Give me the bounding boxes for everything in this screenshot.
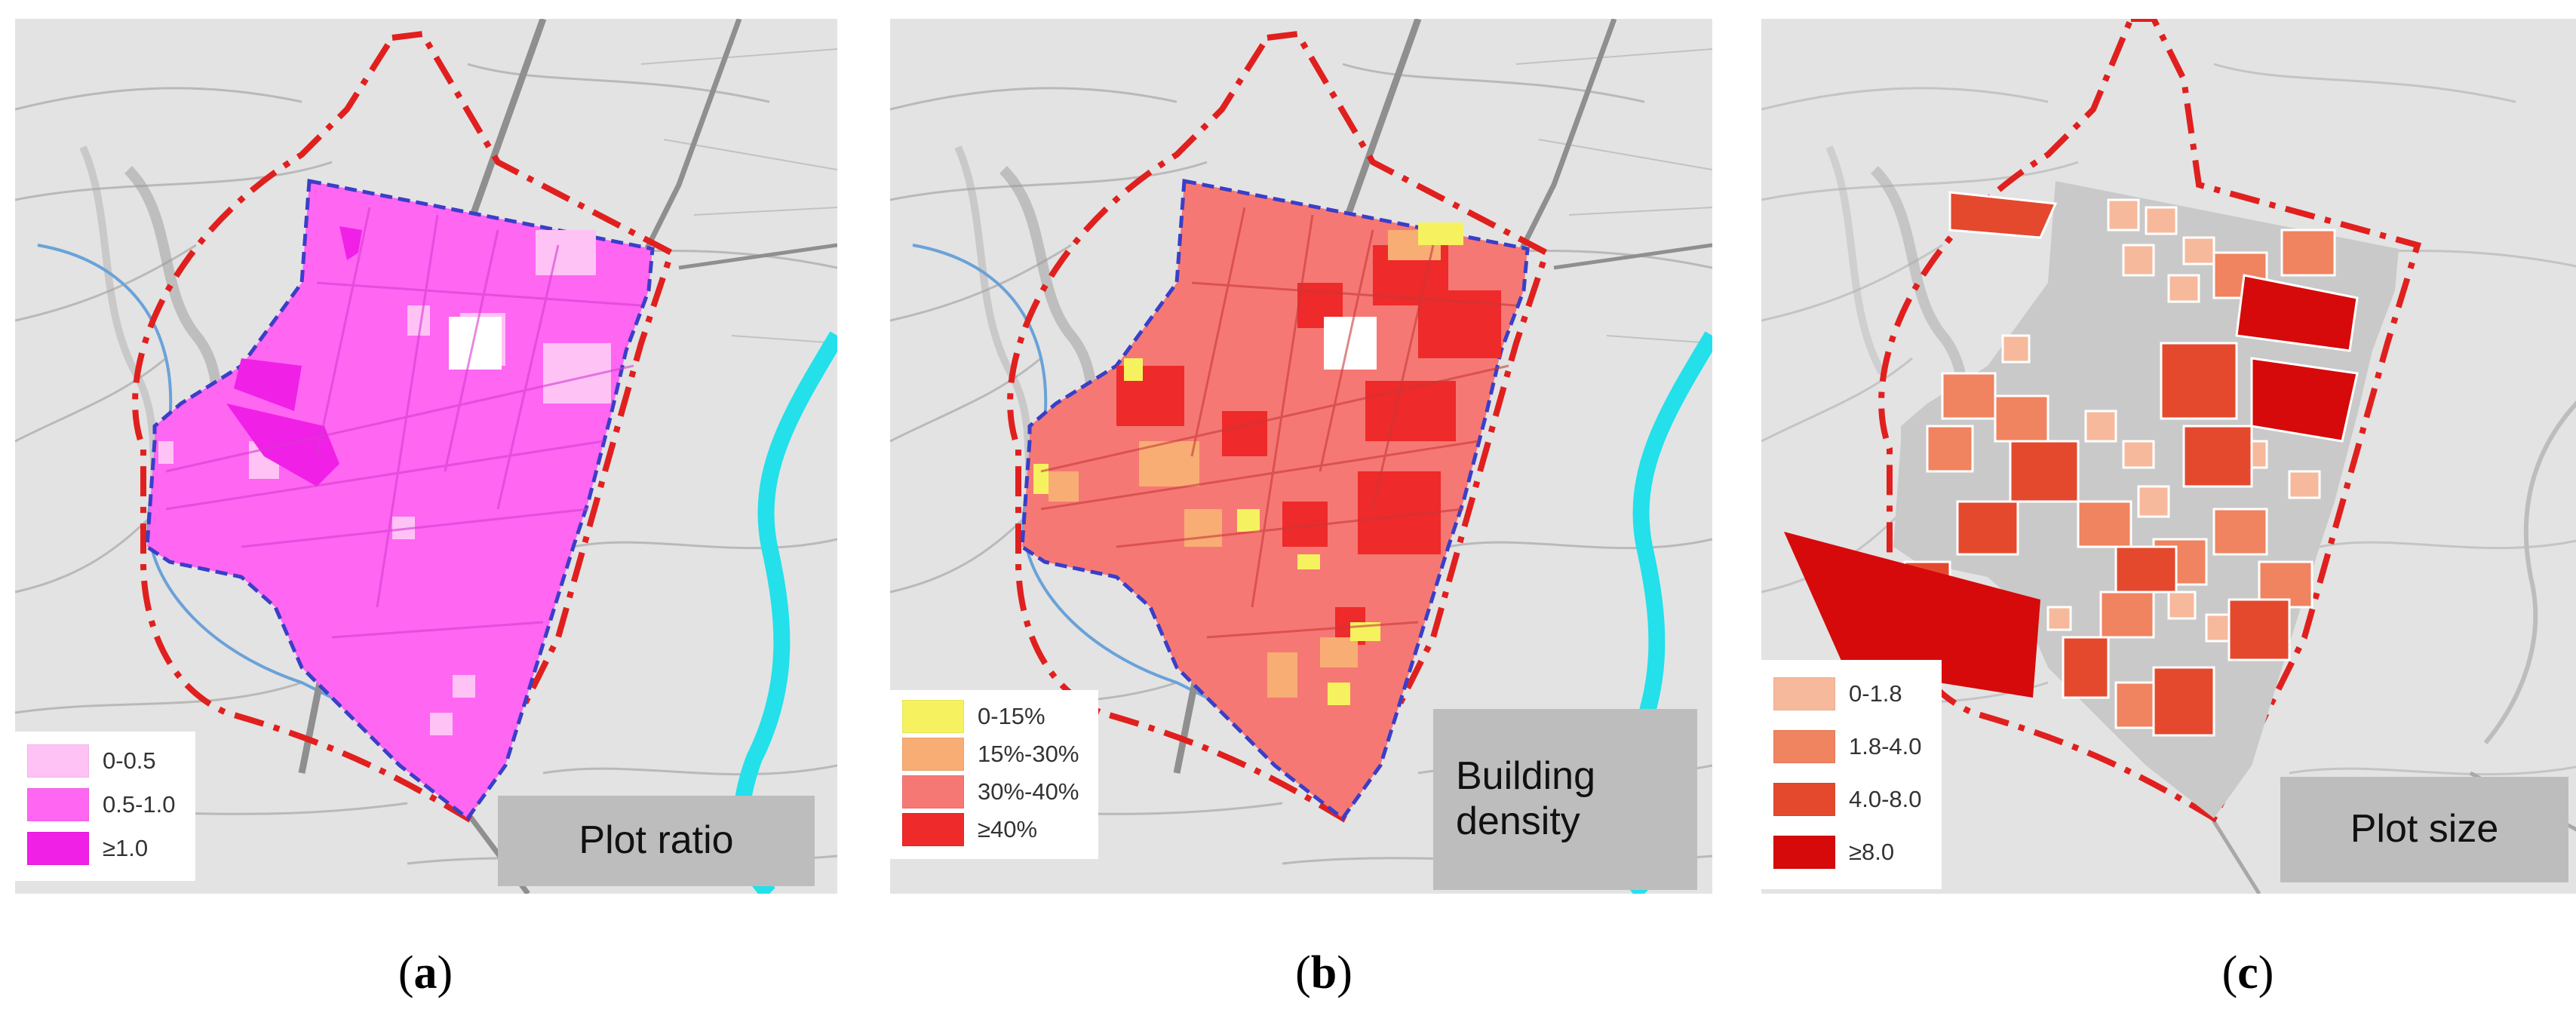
map-title-text: Plot ratio: [579, 818, 734, 863]
legend-label: 0-1.8: [1849, 680, 1902, 707]
legend-swatch: [902, 775, 964, 808]
map-title-line: density: [1456, 799, 1580, 843]
legend-swatch: [902, 738, 964, 771]
plot-parcels: [1784, 181, 2399, 818]
legend-label: ≥40%: [978, 816, 1038, 842]
legend-item: 0-1.8: [1773, 667, 1922, 720]
legend-item: 0.5-1.0: [27, 783, 176, 827]
legend-item: 30%-40%: [902, 773, 1079, 811]
legend-item: 4.0-8.0: [1773, 773, 1922, 826]
building-density-map: [890, 19, 1712, 894]
map-panel-b: 0-15% 15%-30% 30%-40% ≥40% Building dens…: [890, 19, 1712, 894]
legend: 0-0.5 0.5-1.0 ≥1.0: [15, 732, 195, 881]
map-title-line: Building: [1456, 754, 1596, 799]
legend-item: ≥40%: [902, 811, 1079, 848]
legend-swatch: [902, 813, 964, 846]
caption-a: (a): [398, 947, 453, 999]
legend-swatch: [27, 832, 89, 865]
caption-b: (b): [1295, 947, 1352, 999]
map-title-text: Plot size: [2350, 807, 2499, 851]
legend-swatch: [902, 700, 964, 733]
legend: 0-1.8 1.8-4.0 4.0-8.0 ≥8.0: [1761, 660, 1942, 889]
map-title: Plot size: [2280, 777, 2568, 882]
legend-swatch: [27, 788, 89, 821]
map-panel-c: 0-1.8 1.8-4.0 4.0-8.0 ≥8.0 Plot size: [1761, 19, 2576, 894]
outer-boundary: [132, 30, 675, 823]
legend-item: 0-15%: [902, 698, 1079, 735]
legend-label: 4.0-8.0: [1849, 786, 1922, 812]
legend-item: ≥1.0: [27, 827, 176, 870]
legend-label: 0-0.5: [103, 747, 156, 774]
legend-swatch: [1773, 677, 1835, 710]
legend-swatch: [1773, 836, 1835, 869]
legend-swatch: [1773, 783, 1835, 816]
caption-c: (c): [2221, 947, 2274, 999]
legend-label: ≥1.0: [103, 835, 149, 861]
legend-label: ≥8.0: [1849, 839, 1895, 865]
legend-label: 1.8-4.0: [1849, 733, 1922, 759]
legend-swatch: [1773, 730, 1835, 763]
plot-parcels: [1020, 178, 1530, 821]
map-title: Building density: [1433, 709, 1697, 890]
map-title: Plot ratio: [498, 796, 815, 886]
plot-parcels: [145, 178, 655, 821]
legend-label: 30%-40%: [978, 778, 1079, 805]
map-panel-a: 0-0.5 0.5-1.0 ≥1.0 Plot ratio: [15, 19, 837, 894]
legend-label: 15%-30%: [978, 741, 1079, 767]
legend-label: 0.5-1.0: [103, 791, 176, 818]
legend-item: ≥8.0: [1773, 826, 1922, 879]
plot-size-map: [1761, 19, 2576, 894]
legend-item: 1.8-4.0: [1773, 720, 1922, 773]
legend-swatch: [27, 744, 89, 778]
legend-label: 0-15%: [978, 703, 1045, 729]
legend-item: 0-0.5: [27, 739, 176, 783]
legend-item: 15%-30%: [902, 735, 1079, 773]
legend: 0-15% 15%-30% 30%-40% ≥40%: [890, 690, 1099, 859]
outer-boundary: [1007, 30, 1550, 823]
